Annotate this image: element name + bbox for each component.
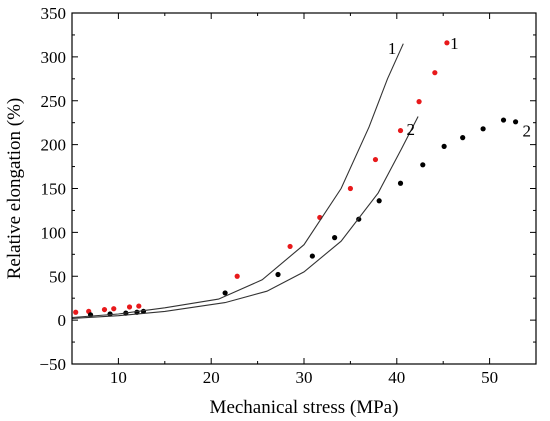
y-tick-label: −50 [39, 355, 66, 374]
x-tick-label: 10 [110, 368, 127, 387]
x-tick-label: 40 [388, 368, 405, 387]
y-tick-label: 0 [58, 311, 67, 330]
data-point-series-1 [397, 127, 404, 134]
data-point-series-2 [376, 198, 382, 204]
curve-label-1: 1 [450, 34, 459, 53]
data-point-series-1 [444, 40, 450, 46]
y-tick-label: 250 [41, 92, 67, 111]
data-point-series-1 [234, 273, 240, 279]
y-tick-label: 350 [41, 4, 67, 23]
x-axis-title: Mechanical stress (MPa) [210, 397, 399, 418]
data-point-series-2 [309, 253, 315, 259]
data-point-series-2 [397, 180, 404, 186]
data-point-series-2 [107, 311, 113, 317]
data-point-series-1 [101, 306, 108, 313]
y-tick-label: 50 [49, 267, 66, 286]
data-point-series-1 [432, 70, 438, 76]
data-point-series-2 [500, 117, 507, 123]
data-point-series-1 [136, 303, 142, 309]
curve-label-2: 2 [406, 120, 415, 139]
curve-label-2: 2 [522, 122, 531, 141]
data-point-series-2 [275, 271, 281, 278]
y-tick-label: 100 [41, 223, 67, 242]
x-tick-label: 30 [296, 368, 313, 387]
data-point-series-1 [126, 304, 133, 310]
data-point-series-1 [372, 156, 379, 163]
data-point-series-1 [287, 243, 293, 250]
y-tick-label: 300 [41, 48, 67, 67]
fit-curve-2 [71, 116, 419, 319]
x-tick-label: 20 [203, 368, 220, 387]
y-tick-label: 150 [41, 180, 67, 199]
curve-label-1: 1 [388, 39, 397, 58]
plot-layer: 1 1 2 2 [71, 34, 531, 319]
data-point-series-1 [111, 306, 117, 312]
data-point-series-2 [460, 135, 466, 141]
data-point-series-2 [420, 162, 426, 168]
data-point-series-1 [73, 309, 79, 315]
data-point-series-1 [347, 185, 353, 192]
x-tick-label: 50 [481, 368, 498, 387]
data-point-series-2 [480, 126, 486, 132]
data-point-series-1 [416, 99, 422, 105]
y-axis-title: Relative elongation (%) [4, 98, 25, 280]
data-point-series-2 [332, 235, 338, 241]
y-tick-label: 200 [41, 136, 67, 155]
data-point-series-2 [222, 290, 228, 296]
data-point-series-2 [441, 143, 447, 149]
fit-curve-1 [71, 43, 404, 319]
axes-layer: 10 20 30 40 50 −50 0 50 100 150 200 250 300 350 [39, 4, 537, 387]
data-point-series-2 [512, 119, 519, 125]
